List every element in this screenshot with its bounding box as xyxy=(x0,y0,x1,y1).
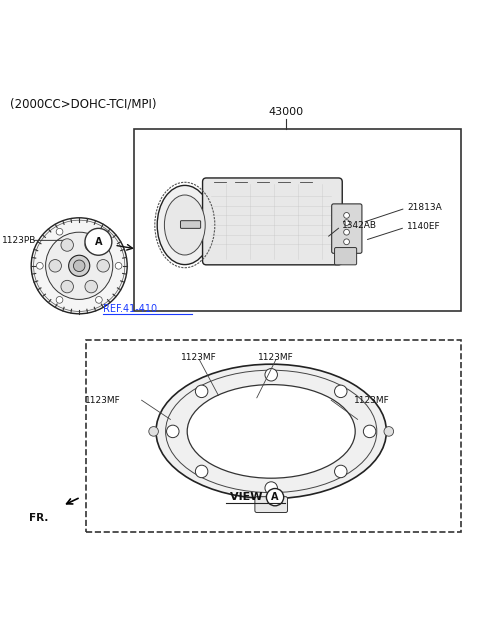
Circle shape xyxy=(56,229,63,235)
Circle shape xyxy=(36,263,43,269)
FancyBboxPatch shape xyxy=(336,219,346,250)
Circle shape xyxy=(167,425,179,438)
FancyBboxPatch shape xyxy=(134,129,461,311)
Circle shape xyxy=(266,489,284,506)
Circle shape xyxy=(46,232,113,299)
Circle shape xyxy=(344,213,349,218)
Circle shape xyxy=(335,385,347,397)
Text: A: A xyxy=(95,237,102,247)
Circle shape xyxy=(96,297,102,303)
Ellipse shape xyxy=(187,385,355,478)
FancyBboxPatch shape xyxy=(203,178,342,265)
Circle shape xyxy=(344,220,349,225)
Ellipse shape xyxy=(157,186,212,265)
Text: A: A xyxy=(271,492,279,502)
FancyBboxPatch shape xyxy=(332,204,362,254)
Ellipse shape xyxy=(164,195,205,255)
FancyBboxPatch shape xyxy=(180,221,201,229)
Circle shape xyxy=(363,425,376,438)
Text: 1123MF: 1123MF xyxy=(354,395,390,404)
Circle shape xyxy=(73,260,85,272)
Text: REF.41-410: REF.41-410 xyxy=(103,304,157,314)
Circle shape xyxy=(85,239,97,251)
Text: (2000CC>DOHC-TCI/MPI): (2000CC>DOHC-TCI/MPI) xyxy=(10,98,156,111)
Text: 1123MF: 1123MF xyxy=(85,395,121,404)
Text: VIEW: VIEW xyxy=(230,492,266,502)
Circle shape xyxy=(195,385,208,397)
Circle shape xyxy=(115,263,122,269)
Circle shape xyxy=(344,229,349,235)
Circle shape xyxy=(384,426,394,436)
FancyBboxPatch shape xyxy=(255,497,288,512)
Circle shape xyxy=(265,482,277,494)
Circle shape xyxy=(335,465,347,478)
Text: 21813A: 21813A xyxy=(407,203,442,212)
Text: 1123MF: 1123MF xyxy=(181,352,217,361)
Text: 1123PB: 1123PB xyxy=(2,236,37,245)
Circle shape xyxy=(97,259,109,272)
Text: FR.: FR. xyxy=(29,512,48,523)
Circle shape xyxy=(195,465,208,478)
Circle shape xyxy=(31,218,127,314)
Circle shape xyxy=(61,281,73,293)
Circle shape xyxy=(85,281,97,293)
Circle shape xyxy=(61,239,73,251)
Text: 1140EF: 1140EF xyxy=(407,222,441,231)
Circle shape xyxy=(85,229,112,256)
Circle shape xyxy=(344,239,349,245)
Text: 1342AB: 1342AB xyxy=(342,221,377,230)
Ellipse shape xyxy=(156,364,386,499)
Text: 43000: 43000 xyxy=(268,107,303,117)
Circle shape xyxy=(69,256,90,276)
FancyBboxPatch shape xyxy=(335,248,357,265)
Circle shape xyxy=(49,259,61,272)
Text: 1123MF: 1123MF xyxy=(258,352,294,361)
Circle shape xyxy=(149,426,158,436)
Circle shape xyxy=(265,369,277,381)
Circle shape xyxy=(56,297,63,303)
FancyBboxPatch shape xyxy=(86,340,461,532)
Circle shape xyxy=(96,229,102,235)
